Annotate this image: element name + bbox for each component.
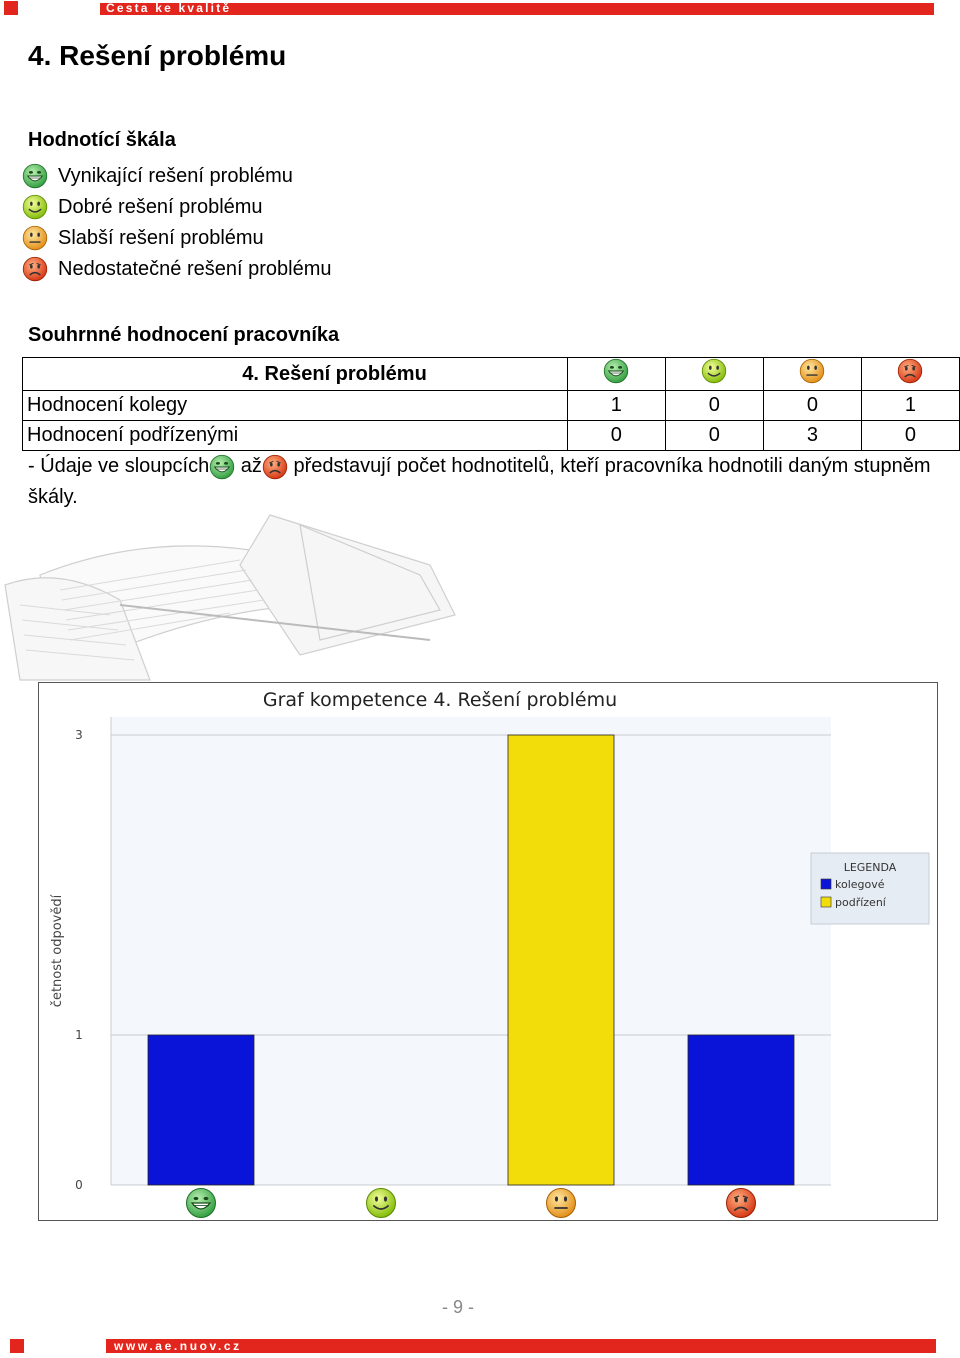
chart-y-axis-label: četnost odpovědí [50,894,65,1007]
header-accent-square [4,1,18,15]
table-header-row: 4. Rešení problému [22,357,960,391]
summary-title: Souhrnné hodnocení pracovníka [28,324,340,346]
table-cell: 0 [762,390,862,421]
table-header-label: 4. Rešení problému [22,357,568,391]
chart-frame: Graf kompetence 4. Rešení problému četno… [38,682,938,1221]
scale-item-weak: Slabší rešení problému [22,224,264,252]
row-label: Hodnocení kolegy [22,390,568,421]
table-header-weak [762,357,862,391]
note-text-end: představují počet hodnotitelů, kteří pra… [28,455,931,508]
y-tick-label: 3 [75,728,83,742]
table-cell: 0 [664,390,764,421]
y-tick-label: 1 [75,1028,83,1042]
table-header-excellent [566,357,666,391]
table-row: Hodnocení podřízenými 0 0 3 0 [22,420,960,451]
scale-item-poor: Nedostatečné rešení problému [22,255,332,283]
table-cell: 1 [860,390,960,421]
footer-banner [106,1339,936,1353]
poor-smiley-icon [262,454,288,480]
note-text-mid: až [240,455,262,477]
table-header-poor [860,357,960,391]
poor-smiley-icon [22,256,48,282]
scale-item-good: Dobré rešení problému [22,193,263,221]
bar-kolegové [687,1034,795,1186]
note-text-start: - Údaje ve sloupcích [28,455,210,477]
good-smiley-icon [22,194,48,220]
legend-title: LEGENDA [844,861,897,874]
poor-smiley-icon [725,1187,757,1219]
footer-accent-square [10,1339,24,1353]
legend-label: kolegové [835,878,885,891]
weak-smiley-icon [799,358,825,384]
good-smiley-icon [365,1187,397,1219]
table-cell: 1 [566,390,666,421]
scale-item-label: Dobré rešení problému [58,195,263,218]
excellent-smiley-icon [603,358,629,384]
excellent-smiley-icon [22,163,48,189]
legend-swatch [820,878,832,890]
weak-smiley-icon [545,1187,577,1219]
scale-item-excellent: Vynikající rešení problému [22,162,293,190]
table-note: - Údaje ve sloupcích až představují poče… [28,451,948,513]
legend-label: podřízení [835,896,887,909]
scale-item-label: Vynikající rešení problému [58,164,293,187]
table-cell: 0 [664,420,764,451]
table-header-good [664,357,764,391]
poor-smiley-icon [897,358,923,384]
scale-item-label: Nedostatečné rešení problému [58,257,332,280]
notebook-sketch-image [4,514,456,681]
footer-banner-text: www.ae.nuov.cz [114,1339,242,1353]
table-cell: 0 [860,420,960,451]
scale-item-label: Slabší rešení problému [58,226,264,249]
table-cell: 3 [762,420,862,451]
table-row: Hodnocení kolegy 1 0 0 1 [22,390,960,421]
legend-swatch [820,896,832,908]
scale-title: Hodnotící škála [28,129,176,151]
chart-title: Graf kompetence 4. Rešení problému [263,689,617,711]
row-label: Hodnocení podřízenými [22,420,568,451]
bar-chart: Graf kompetence 4. Rešení problému četno… [50,689,930,1219]
good-smiley-icon [701,358,727,384]
excellent-smiley-icon [209,454,235,480]
summary-table: 4. Rešení problému Hodnocení kolegy 1 0 … [22,357,960,451]
header-banner-text: Cesta ke kvalitě [106,1,232,15]
bar-podřízení [507,734,615,1186]
header-banner [100,3,934,15]
chart-legend: LEGENDA kolegové podřízení [810,852,930,925]
excellent-smiley-icon [185,1187,217,1219]
weak-smiley-icon [22,225,48,251]
table-cell: 0 [566,420,666,451]
y-tick-label: 0 [75,1178,83,1192]
bar-kolegové [147,1034,255,1186]
page-title: 4. Rešení problému [28,40,287,71]
page-number: - 9 - [441,1297,474,1317]
